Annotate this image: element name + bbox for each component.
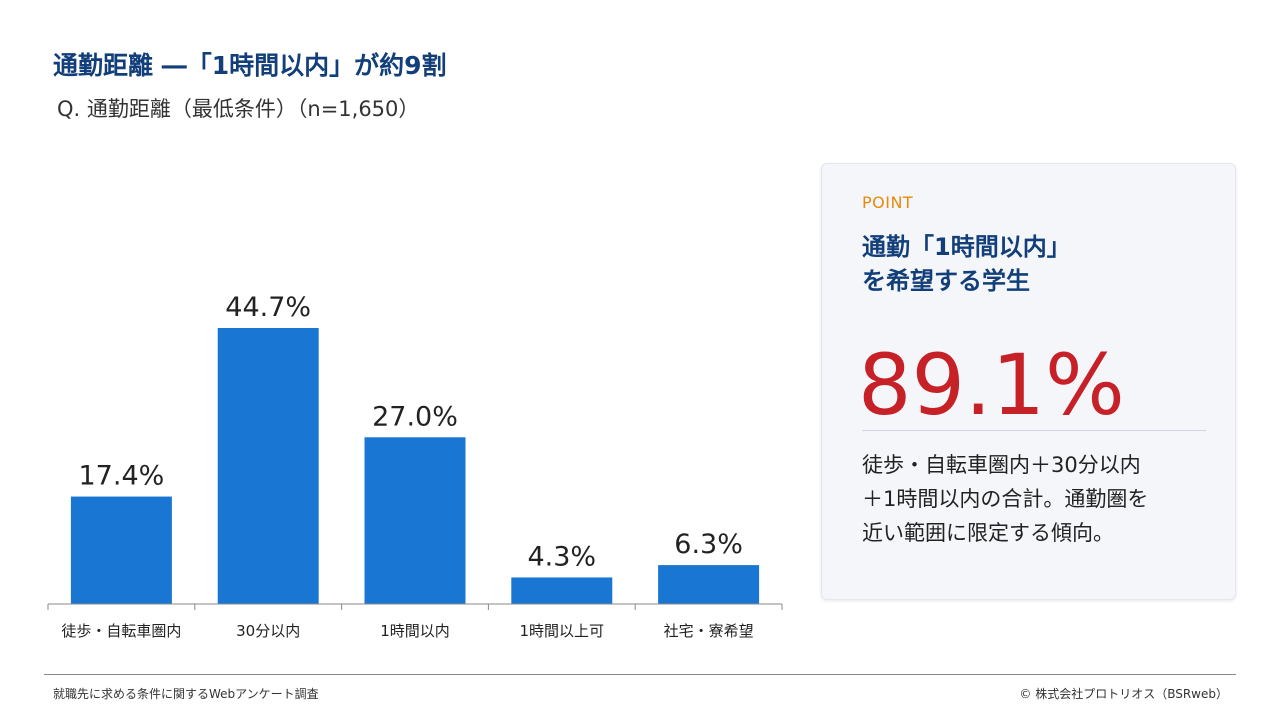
bar-3 [364, 437, 466, 604]
bar-2 [217, 328, 319, 604]
category-label-5: 社宅・寮希望 [664, 622, 754, 640]
page-title: 通勤距離 ―「1時間以内」が約9割 [53, 51, 447, 80]
point-text-line3: 近い範囲に限定する傾向。 [862, 521, 1114, 545]
bar-5 [658, 565, 760, 604]
point-text-line1: 徒歩・自転車圏内＋30分以内 [862, 453, 1141, 477]
category-label-2: 30分以内 [236, 622, 300, 640]
bar-1 [70, 496, 172, 604]
footer-divider [44, 674, 1236, 675]
point-label: POINT [862, 193, 914, 212]
data-label-5: 6.3% [674, 529, 743, 560]
point-heading: 通勤「1時間以内」 を希望する学生 [862, 230, 1071, 298]
category-label-3: 1時間以内 [380, 622, 450, 640]
footer-source: 就職先に求める条件に関するWebアンケート調査 [53, 687, 319, 701]
footer-copyright: © 株式会社プロトリオス（BSRweb） [1019, 687, 1228, 701]
category-label-1: 徒歩・自転車圏内 [61, 622, 181, 640]
bar-chart: 17.4% 徒歩・自転車圏内 44.7% 30分以内 27.0% 1時間以内 4.3% 1時間… [47, 292, 783, 640]
point-value: 89.1% [858, 336, 1125, 434]
data-label-1: 17.4% [79, 461, 165, 492]
point-heading-line2: を希望する学生 [862, 267, 1030, 295]
bar-4 [511, 577, 613, 604]
category-label-4: 1時間以上可 [520, 622, 605, 640]
question-subtitle: Q. 通勤距離（最低条件）（n=1,650） [57, 97, 420, 121]
point-description: 徒歩・自転車圏内＋30分以内 ＋1時間以内の合計。通勤圏を 近い範囲に限定する傾… [862, 448, 1148, 550]
data-label-3: 27.0% [372, 401, 458, 432]
data-label-2: 44.7% [225, 292, 311, 323]
point-heading-line1: 通勤「1時間以内」 [862, 233, 1071, 261]
point-card: POINT 通勤「1時間以内」 を希望する学生 89.1% 徒歩・自転車圏内＋3… [821, 163, 1236, 600]
data-label-4: 4.3% [527, 541, 596, 572]
point-text-line2: ＋1時間以内の合計。通勤圏を [862, 487, 1149, 511]
point-divider [862, 430, 1206, 431]
